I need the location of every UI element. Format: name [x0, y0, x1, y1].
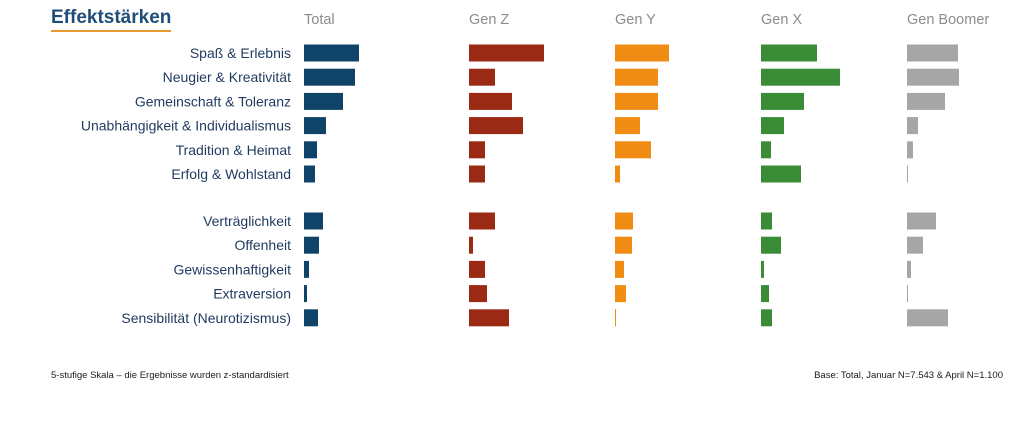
bar-gen-y	[615, 68, 658, 86]
bar-total	[304, 309, 318, 327]
bar-gen-x	[761, 236, 781, 254]
bar-gen-y	[615, 92, 658, 110]
category-label: Erfolg & Wohlstand	[171, 166, 291, 182]
bar-gen-y	[615, 309, 616, 327]
bar-gen-y	[615, 165, 620, 183]
bar-gen-z	[469, 44, 544, 62]
bar-total	[304, 285, 307, 303]
bar-gen-boomer	[907, 260, 911, 278]
category-label: Neugier & Kreativität	[163, 69, 292, 85]
bar-total	[304, 141, 317, 159]
bar-gen-z	[469, 212, 495, 230]
bar-gen-boomer	[907, 92, 945, 110]
category-label: Sensibilität (Neurotizismus)	[121, 310, 291, 326]
bar-gen-boomer	[907, 68, 959, 86]
bar-gen-boomer	[907, 212, 936, 230]
bar-gen-y	[615, 117, 640, 135]
bar-gen-boomer	[907, 236, 923, 254]
bar-gen-x	[761, 141, 771, 159]
category-label: Offenheit	[234, 237, 291, 253]
bar-total	[304, 92, 343, 110]
bar-gen-x	[761, 68, 840, 86]
bar-total	[304, 68, 355, 86]
bar-gen-boomer	[907, 285, 908, 303]
bar-gen-y	[615, 285, 626, 303]
category-label: Tradition & Heimat	[176, 142, 292, 158]
category-label: Extraversion	[213, 286, 291, 302]
chart-title: Effektstärken	[51, 7, 172, 32]
series-header-total: Total	[304, 12, 335, 28]
bar-gen-boomer	[907, 141, 913, 159]
bar-gen-z	[469, 260, 485, 278]
bar-gen-x	[761, 285, 769, 303]
series-header-gen-boomer: Gen Boomer	[907, 12, 989, 28]
bar-gen-x	[761, 165, 801, 183]
series-header-gen-y: Gen Y	[615, 12, 656, 28]
effect-size-chart: Total Gen Z Gen Y Gen X Gen Boomer Spaß & Erl…	[81, 12, 989, 327]
bar-total	[304, 236, 319, 254]
bar-total	[304, 117, 326, 135]
bar-gen-z	[469, 309, 509, 327]
bar-gen-y	[615, 236, 632, 254]
bar-gen-z	[469, 236, 473, 254]
bar-gen-x	[761, 44, 817, 62]
bar-gen-z	[469, 285, 487, 303]
category-label: Verträglichkeit	[203, 213, 291, 229]
bar-total	[304, 44, 359, 62]
category-label: Unabhängigkeit & Individualismus	[81, 118, 291, 134]
bar-total	[304, 212, 323, 230]
category-label: Spaß & Erlebnis	[190, 45, 291, 61]
bar-gen-x	[761, 117, 784, 135]
bar-gen-x	[761, 212, 772, 230]
bar-gen-z	[469, 117, 523, 135]
bar-gen-y	[615, 212, 633, 230]
bar-total	[304, 260, 309, 278]
bar-gen-boomer	[907, 117, 918, 135]
bar-gen-z	[469, 92, 512, 110]
bar-gen-boomer	[907, 44, 958, 62]
series-header-gen-x: Gen X	[761, 12, 802, 28]
bar-gen-y	[615, 44, 669, 62]
bar-gen-z	[469, 68, 495, 86]
base-footnote: Base: Total, Januar N=7.543 & April N=1.…	[814, 370, 1003, 381]
bar-gen-z	[469, 141, 485, 159]
bar-gen-boomer	[907, 165, 908, 183]
bar-gen-z	[469, 165, 485, 183]
series-header-gen-z: Gen Z	[469, 12, 509, 28]
bar-gen-x	[761, 260, 764, 278]
bar-gen-y	[615, 141, 651, 159]
bar-total	[304, 165, 315, 183]
bar-gen-x	[761, 309, 772, 327]
bar-gen-x	[761, 92, 804, 110]
category-label: Gewissenhaftigkeit	[173, 261, 291, 277]
category-label: Gemeinschaft & Toleranz	[135, 93, 291, 109]
bar-gen-y	[615, 260, 624, 278]
bar-gen-boomer	[907, 309, 948, 327]
scale-footnote: 5-stufige Skala – die Ergebnisse wurden …	[51, 370, 289, 381]
